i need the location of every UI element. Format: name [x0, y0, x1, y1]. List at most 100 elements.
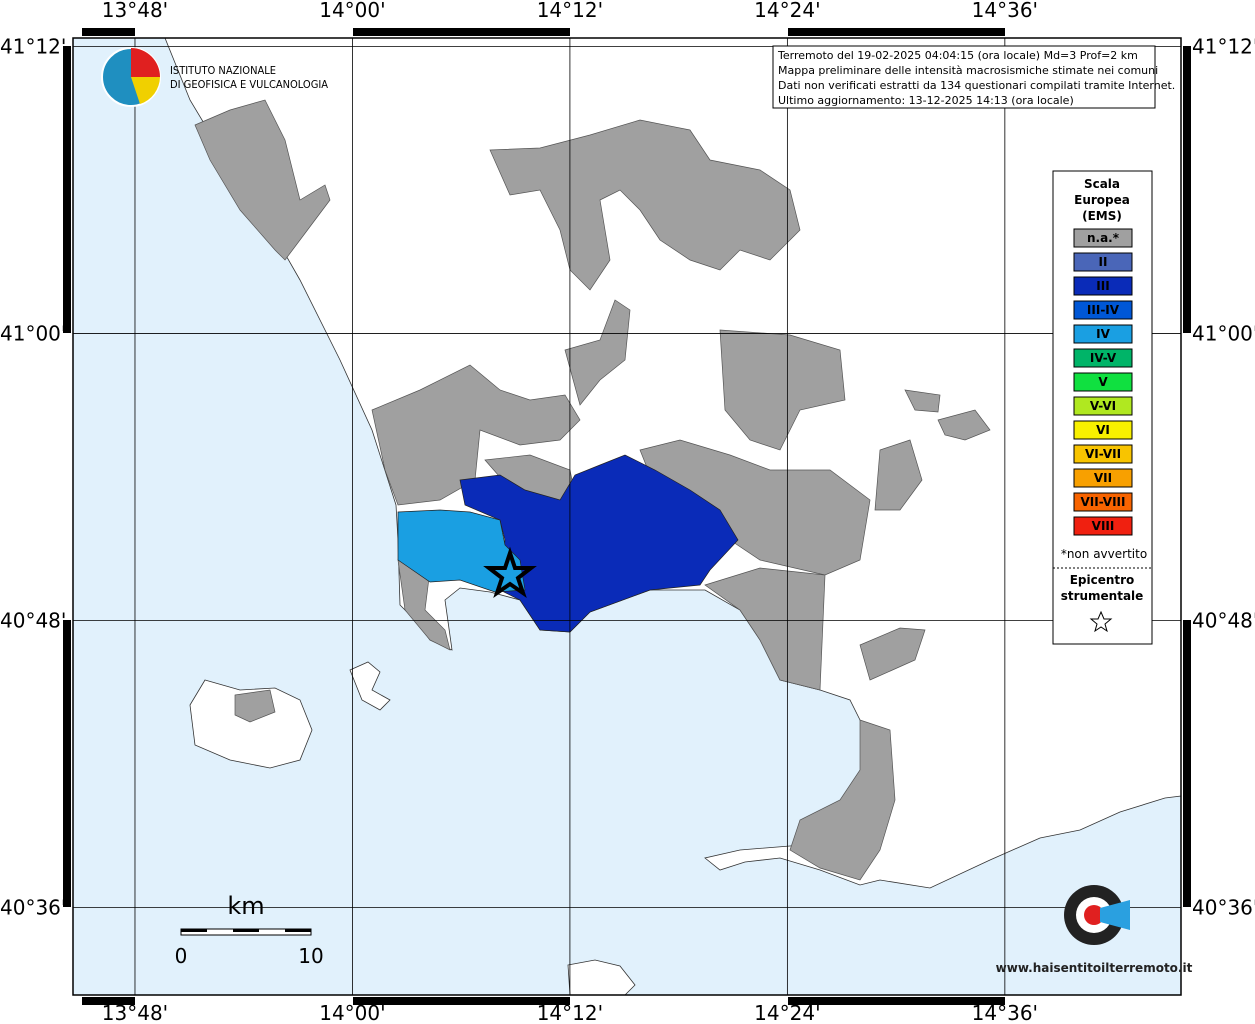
comune [704, 567, 826, 691]
scale-segment [285, 929, 311, 932]
frame-bar [353, 28, 570, 36]
lat-tick-label: 41°12' [0, 35, 66, 59]
legend-epicenter-title: Epicentro [1070, 573, 1135, 587]
comune [789, 719, 896, 881]
legend-label: IV [1096, 327, 1110, 341]
scale-bar: km 0 10 [175, 892, 324, 968]
procida [349, 661, 391, 711]
comune [719, 329, 846, 451]
frame-bar [82, 997, 135, 1005]
lat-tick-label: 41°00' [1192, 322, 1255, 346]
logo-segment [131, 77, 160, 104]
legend-swatch [1073, 372, 1133, 392]
lon-tick-label: 14°00' [319, 1001, 385, 1024]
scale-label: 0 [175, 944, 188, 968]
comune [874, 439, 923, 511]
comune [937, 409, 991, 441]
legend-star [1089, 610, 1113, 633]
legend: Scala Europea (EMS) *non avvertito Epice… [1052, 170, 1153, 645]
watermark-dot [1084, 905, 1104, 925]
legend-label: V [1098, 375, 1108, 389]
legend-swatch [1073, 396, 1133, 416]
frame-bar [353, 997, 570, 1005]
legend-swatch [1073, 492, 1133, 512]
scale-segment [233, 929, 259, 932]
legend-label: VII-VIII [1080, 495, 1125, 509]
frame-bar [82, 28, 135, 36]
legend-label: III-IV [1087, 303, 1120, 317]
info-line: Dati non verificati estratti da 134 ques… [778, 79, 1175, 92]
legend-title: Europea [1074, 193, 1130, 207]
watermark-logo: www.haisentitoilterremoto.it [996, 885, 1193, 975]
legend-swatch [1073, 444, 1133, 464]
legend-note: *non avvertito [1061, 547, 1147, 561]
lon-tick-label: 13°48' [102, 1001, 168, 1024]
frame-bar [63, 46, 71, 333]
lon-tick-label: 14°36' [972, 1001, 1038, 1024]
lon-tick-label: 14°36' [972, 0, 1038, 22]
scale-unit: km [227, 892, 264, 920]
legend-label: VI-VII [1085, 447, 1121, 461]
frame-bar [63, 620, 71, 907]
frame-bar [788, 28, 1005, 36]
lat-tick-label: 41°12' [1192, 35, 1255, 59]
legend-swatch [1073, 516, 1133, 536]
comune [371, 364, 581, 506]
comune [489, 119, 801, 291]
legend-swatch [1073, 300, 1133, 320]
scale-label: 10 [298, 944, 323, 968]
lat-tick-label: 41°00' [0, 322, 66, 346]
legend-swatch [1073, 420, 1133, 440]
lon-tick-label: 14°12' [537, 0, 603, 22]
info-line: Terremoto del 19-02-2025 04:04:15 (ora l… [777, 49, 1138, 62]
legend-label: III [1096, 279, 1109, 293]
frame [63, 28, 1191, 1005]
legend-swatch [1073, 348, 1133, 368]
legend-epicenter-title: strumentale [1061, 589, 1144, 603]
watermark-horn [1100, 900, 1130, 930]
legend-swatch [1073, 324, 1133, 344]
comune [904, 389, 941, 413]
lat-tick-label: 40°48' [1192, 609, 1255, 633]
info-line: Ultimo aggiornamento: 13-12-2025 14:13 (… [778, 94, 1074, 107]
comune [234, 689, 276, 723]
lon-tick-label: 14°12' [537, 1001, 603, 1024]
legend-swatch [1073, 252, 1133, 272]
legend-label: VII [1094, 471, 1112, 485]
legend-label: V-VI [1090, 399, 1116, 413]
legend-swatch [1073, 228, 1133, 248]
ischia [189, 679, 313, 769]
frame-bar [788, 997, 1005, 1005]
legend-label: VI [1096, 423, 1110, 437]
comune [194, 99, 331, 261]
lon-tick-label: 14°00' [319, 0, 385, 22]
lon-tick-label: 14°24' [754, 1001, 820, 1024]
frame-bar [1183, 620, 1191, 907]
ingv-logo: ISTITUTO NAZIONALE DI GEOFISICA E VULCAN… [101, 47, 328, 107]
legend-title: (EMS) [1082, 209, 1122, 223]
info-box: Terremoto del 19-02-2025 04:04:15 (ora l… [772, 45, 1175, 109]
lat-tick-label: 40°36' [1192, 895, 1255, 919]
lon-tick-label: 13°48' [102, 0, 168, 22]
legend-label: n.a.* [1087, 231, 1120, 245]
legend-swatch [1073, 276, 1133, 296]
comune [859, 627, 926, 681]
legend-label: IV-V [1090, 351, 1117, 365]
logo-text: DI GEOFISICA E VULCANOLOGIA [170, 78, 328, 91]
legend-label: VIII [1092, 519, 1115, 533]
watermark-text: www.haisentitoilterremoto.it [996, 961, 1193, 975]
scale-segment [181, 929, 207, 932]
frame-bar [1183, 46, 1191, 333]
info-box-frame [772, 45, 1156, 109]
legend-title: Scala [1084, 177, 1120, 191]
lat-tick-label: 40°48' [0, 609, 66, 633]
frame-border [72, 37, 1182, 996]
epicenter-star [483, 546, 537, 599]
legend-label: II [1099, 255, 1108, 269]
info-line: Mappa preliminare delle intensità macros… [778, 64, 1158, 77]
legend-swatch [1073, 468, 1133, 488]
lat-tick-label: 40°36' [0, 895, 66, 919]
lon-tick-label: 14°24' [754, 0, 820, 22]
logo-text: ISTITUTO NAZIONALE [170, 64, 276, 77]
